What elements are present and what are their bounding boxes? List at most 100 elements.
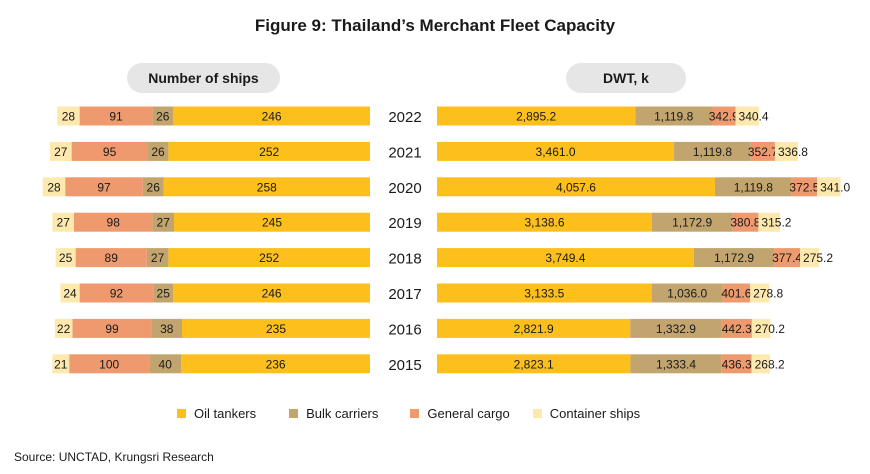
dwt-label-oil-tankers-2018: 3,749.4 (545, 251, 585, 265)
dwt-label-container-ships-2015: 268.2 (755, 357, 785, 371)
dwt-bar-oil-tankers-2018 (437, 248, 694, 268)
dwt-label-oil-tankers-2016: 2,821.9 (514, 322, 554, 336)
dwt-label-bulk-carriers-2019: 1,172.9 (672, 216, 712, 230)
dwt-label-oil-tankers-2019: 3,138.6 (524, 216, 564, 230)
ships-label-oil-tankers-2021: 252 (259, 145, 279, 159)
ships-bar-container-ships-2020 (42, 177, 66, 197)
year-label-2019: 2019 (388, 215, 421, 232)
ships-label-bulk-carriers-2022: 26 (156, 110, 170, 124)
ships-bar-bulk-carriers-2021 (147, 141, 169, 161)
ships-label-general-cargo-2017: 92 (110, 287, 124, 301)
legend-swatch-oil-tankers (177, 409, 186, 418)
ships-label-oil-tankers-2018: 252 (259, 251, 279, 265)
legend-label-oil-tankers: Oil tankers (194, 406, 257, 421)
ships-label-oil-tankers-2017: 246 (262, 287, 282, 301)
dwt-bar-bulk-carriers-2016 (630, 318, 722, 338)
legend-swatch-container-ships (532, 409, 542, 418)
dwt-bar-general-cargo-2016 (721, 318, 752, 338)
ships-label-bulk-carriers-2017: 25 (157, 287, 171, 301)
ships-label-general-cargo-2015: 100 (99, 357, 119, 371)
dwt-label-container-ships-2022: 340.4 (739, 110, 769, 124)
ships-bar-general-cargo-2018 (75, 248, 147, 268)
dwt-label-oil-tankers-2017: 3,133.5 (524, 287, 564, 301)
dwt-label-general-cargo-2016: 442.3 (722, 322, 752, 336)
ships-bar-bulk-carriers-2019 (152, 212, 174, 232)
dwt-bar-container-ships-2019 (758, 212, 781, 232)
ships-bar-oil-tankers-2022 (173, 106, 370, 126)
ships-panel-title: Number of ships (127, 63, 280, 93)
ships-label-container-ships-2019: 27 (57, 216, 71, 230)
ships-label-container-ships-2015: 21 (54, 357, 68, 371)
ships-bar-bulk-carriers-2022 (152, 106, 174, 126)
ships-label-general-cargo-2022: 91 (109, 110, 123, 124)
ships-label-container-ships-2021: 27 (54, 145, 68, 159)
ships-bar-bulk-carriers-2015 (149, 354, 182, 374)
ships-bar-general-cargo-2016 (72, 318, 152, 338)
year-label-2018: 2018 (388, 251, 421, 268)
dwt-panel-title: DWT, k (566, 63, 686, 93)
ships-bar-general-cargo-2020 (65, 177, 143, 197)
ships-label-oil-tankers-2022: 246 (262, 110, 282, 124)
dwt-bar-container-ships-2016 (751, 318, 771, 338)
ships-label-container-ships-2016: 22 (57, 322, 71, 336)
ships-bar-general-cargo-2022 (79, 106, 153, 126)
ships-label-oil-tankers-2016: 235 (266, 322, 286, 336)
legend-label-container-ships: Container ships (549, 406, 641, 421)
ships-label-oil-tankers-2015: 236 (266, 357, 286, 371)
year-label-2021: 2021 (388, 144, 421, 161)
ships-label-bulk-carriers-2016: 38 (160, 322, 174, 336)
ships-label-general-cargo-2016: 99 (105, 322, 119, 336)
ships-bar-bulk-carriers-2016 (151, 318, 182, 338)
legend-label-bulk-carriers: Bulk carriers (306, 406, 379, 421)
ships-label-container-ships-2022: 28 (62, 110, 76, 124)
dwt-bar-bulk-carriers-2022 (635, 106, 713, 126)
ships-bar-container-ships-2017 (60, 283, 80, 303)
dwt-label-general-cargo-2020: 372.5 (789, 180, 819, 194)
dwt-bar-container-ships-2020 (817, 177, 841, 197)
dwt-bar-general-cargo-2022 (712, 106, 736, 126)
dwt-label-container-ships-2017: 278.8 (753, 287, 783, 301)
dwt-bar-general-cargo-2015 (721, 354, 752, 374)
dwt-bar-general-cargo-2020 (791, 177, 818, 197)
ships-label-bulk-carriers-2021: 26 (151, 145, 165, 159)
legend-label-general-cargo: General cargo (427, 406, 510, 421)
ships-bar-bulk-carriers-2018 (146, 248, 169, 268)
dwt-bar-container-ships-2021 (774, 141, 799, 161)
dwt-label-bulk-carriers-2020: 1,119.8 (734, 180, 773, 194)
year-label-2016: 2016 (388, 321, 421, 338)
legend-item-general-cargo: General cargo (410, 406, 510, 421)
dwt-bar-container-ships-2018 (800, 248, 819, 268)
ships-bar-oil-tankers-2017 (173, 283, 370, 303)
dwt-bar-bulk-carriers-2020 (714, 177, 792, 197)
dwt-label-oil-tankers-2015: 2,823.1 (514, 357, 554, 371)
dwt-bar-container-ships-2017 (750, 283, 770, 303)
dwt-label-container-ships-2016: 270.2 (755, 322, 785, 336)
legend-item-oil-tankers: Oil tankers (177, 406, 256, 421)
dwt-bar-bulk-carriers-2015 (630, 354, 722, 374)
dwt-bar-general-cargo-2021 (750, 141, 775, 161)
dwt-bar-general-cargo-2018 (774, 248, 801, 268)
ships-bar-general-cargo-2015 (69, 354, 150, 374)
ships-bar-oil-tankers-2020 (163, 177, 370, 197)
dwt-bar-bulk-carriers-2018 (693, 248, 775, 268)
ships-bar-container-ships-2016 (54, 318, 73, 338)
ships-label-container-ships-2017: 24 (63, 287, 77, 301)
source-note: Source: UNCTAD, Krungsri Research (14, 450, 214, 464)
dwt-bar-general-cargo-2019 (732, 212, 759, 232)
dwt-label-general-cargo-2022: 342.9 (709, 110, 739, 124)
dwt-label-container-ships-2020: 341.0 (820, 180, 850, 194)
ships-label-general-cargo-2020: 97 (97, 180, 111, 194)
dwt-label-bulk-carriers-2022: 1,119.8 (654, 110, 693, 124)
ships-label-general-cargo-2018: 89 (105, 251, 119, 265)
ships-label-general-cargo-2021: 95 (103, 145, 117, 159)
ships-label-container-ships-2020: 28 (47, 180, 61, 194)
ships-bar-general-cargo-2017 (79, 283, 154, 303)
ships-bar-container-ships-2021 (50, 141, 72, 161)
ships-label-bulk-carriers-2015: 40 (159, 357, 173, 371)
ships-label-general-cargo-2019: 98 (107, 216, 121, 230)
ships-bar-container-ships-2018 (55, 248, 76, 268)
dwt-bar-general-cargo-2017 (722, 283, 751, 303)
dwt-label-oil-tankers-2022: 2,895.2 (516, 110, 556, 124)
legend-swatch-bulk-carriers (289, 409, 299, 418)
legend-item-bulk-carriers: Bulk carriers (289, 406, 378, 421)
